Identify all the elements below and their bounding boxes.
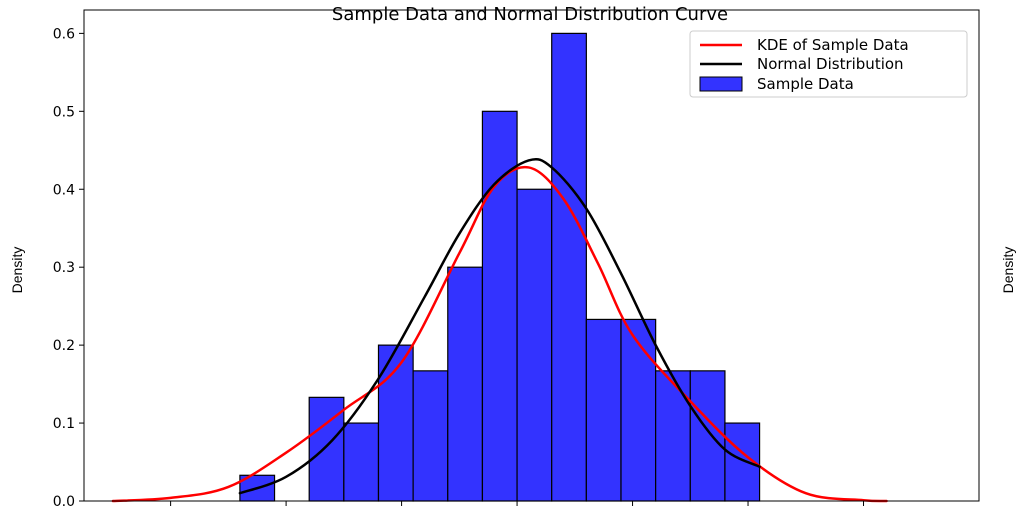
y-tick-label: 0.1 bbox=[53, 416, 75, 432]
legend-sample-swatch bbox=[699, 76, 743, 92]
histogram-bar bbox=[447, 266, 484, 502]
y-tick-label: 0.2 bbox=[53, 338, 75, 354]
y-tick-label: 0.0 bbox=[53, 494, 75, 510]
legend-sample-label: Sample Data bbox=[757, 75, 854, 93]
plot-frame bbox=[83, 9, 980, 502]
histogram-bar bbox=[551, 32, 587, 502]
y-tick-label: 0.5 bbox=[53, 104, 75, 120]
curves bbox=[111, 157, 888, 503]
right-y-axis-label: Density bbox=[1000, 247, 1016, 294]
legend-kde-label: KDE of Sample Data bbox=[757, 36, 909, 54]
x-ticks bbox=[170, 501, 865, 506]
histogram-bar bbox=[412, 370, 449, 502]
y-axis-label: Density bbox=[9, 247, 25, 294]
histogram-bar bbox=[689, 370, 726, 502]
histogram-bar bbox=[655, 370, 691, 502]
axes bbox=[83, 9, 980, 502]
histogram-bar bbox=[343, 422, 380, 502]
normal-curve bbox=[238, 157, 761, 495]
y-ticks: 0.0 0.1 0.2 0.3 0.4 0.5 0.6 bbox=[53, 26, 84, 510]
histogram-bar bbox=[585, 318, 622, 502]
legend-normal-label: Normal Distribution bbox=[757, 55, 904, 73]
histogram-bars bbox=[239, 32, 761, 502]
histogram-bar bbox=[620, 318, 657, 502]
histogram-bar bbox=[516, 188, 553, 502]
chart-title: Sample Data and Normal Distribution Curv… bbox=[332, 4, 728, 25]
y-tick-label: 0.6 bbox=[53, 26, 75, 42]
y-tick-label: 0.4 bbox=[53, 182, 75, 198]
legend: KDE of Sample Data Normal Distribution S… bbox=[689, 30, 968, 98]
y-tick-label: 0.3 bbox=[53, 260, 75, 276]
kde-curve bbox=[111, 165, 888, 503]
legend-frame bbox=[689, 30, 968, 98]
